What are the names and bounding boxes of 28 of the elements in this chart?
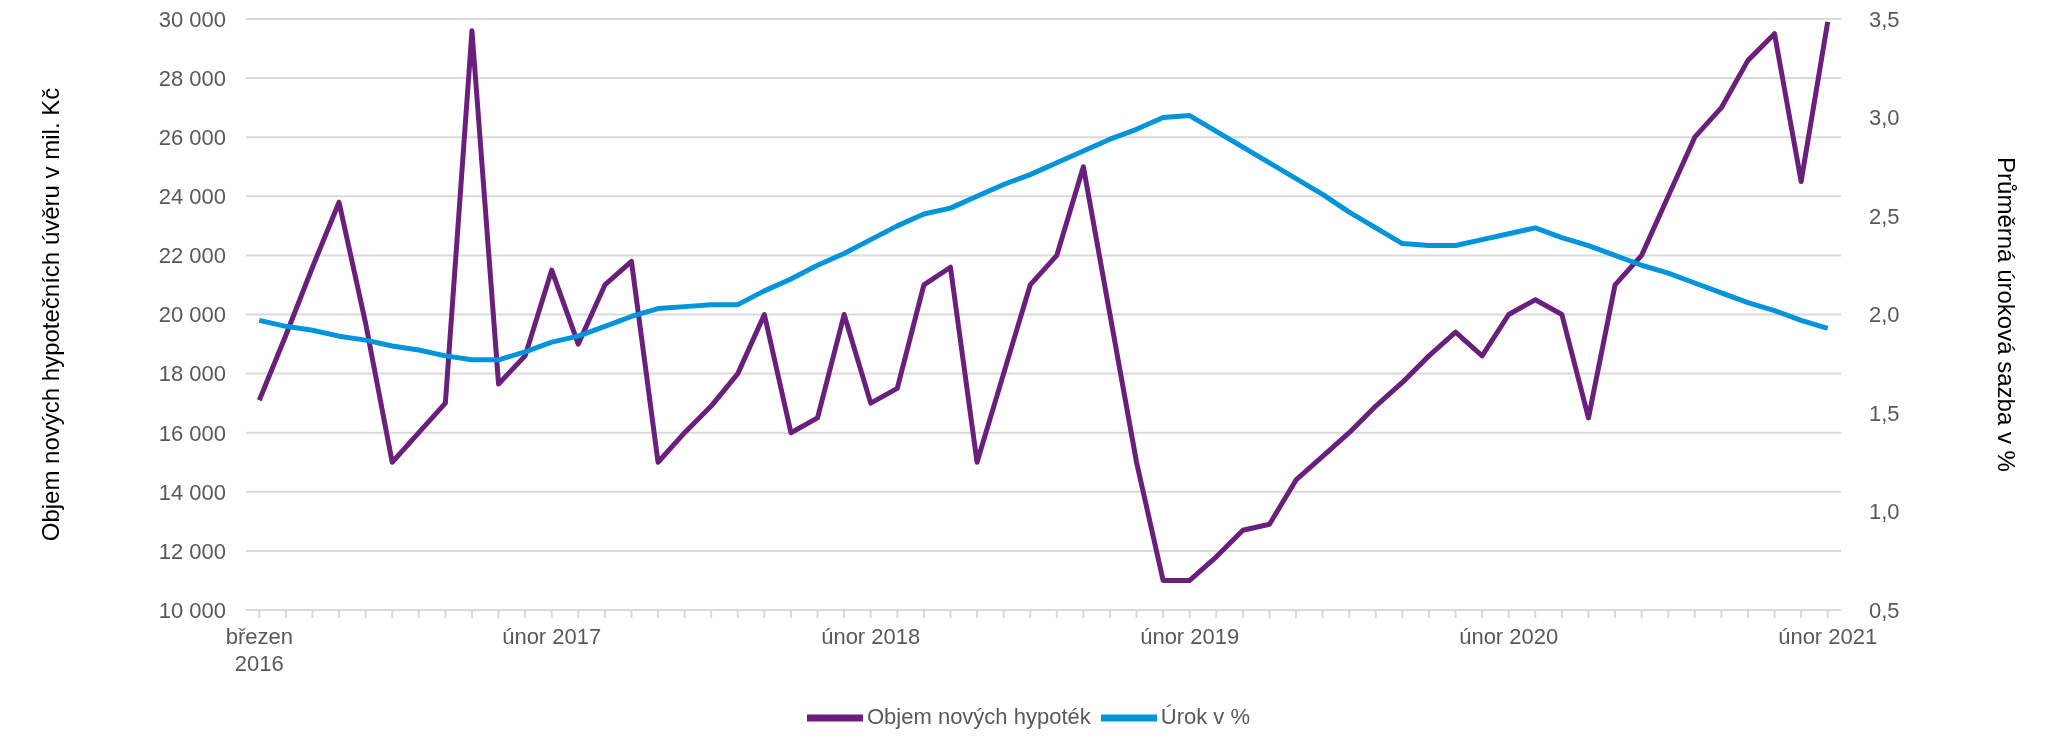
y2-tick-label: 3,0 <box>1869 105 1900 131</box>
y-tick-label: 30 000 <box>158 6 226 32</box>
y2-tick-label: 0,5 <box>1869 597 1900 623</box>
x-tick-label: únor 2017 <box>502 624 602 649</box>
y-tick-label: 14 000 <box>158 479 226 505</box>
y2-tick-label: 1,5 <box>1869 400 1900 426</box>
y2-tick-label: 2,0 <box>1869 302 1900 328</box>
y-tick-label: 22 000 <box>158 243 226 269</box>
x-tick-label: březen 2016 <box>225 624 293 676</box>
y2-tick-label: 2,5 <box>1869 203 1900 229</box>
y2-axis-title: Průměrná úroková sazba v % <box>1993 157 2021 472</box>
x-tick-label: únor 2021 <box>1778 624 1878 649</box>
legend-label: Úrok v % <box>1160 703 1251 729</box>
y-tick-label: 28 000 <box>158 65 226 91</box>
y-tick-label: 10 000 <box>158 597 226 623</box>
y-tick-label: 12 000 <box>158 538 226 564</box>
y-tick-label: 18 000 <box>158 361 226 387</box>
x-tick-label: únor 2019 <box>1140 624 1240 649</box>
x-tick-label: únor 2020 <box>1459 624 1559 649</box>
y-tick-label: 26 000 <box>158 125 226 151</box>
y-tick-label: 16 000 <box>158 420 226 446</box>
y-tick-label: 24 000 <box>158 184 226 210</box>
legend-label: Objem nových hypoték <box>866 703 1091 729</box>
y-tick-label: 20 000 <box>158 302 226 328</box>
y-axis-title: Objem nových hypotečních úvěru v mil. Kč <box>36 87 64 542</box>
y2-tick-label: 1,0 <box>1869 499 1900 525</box>
y2-tick-label: 3,5 <box>1869 6 1900 32</box>
x-tick-label: únor 2018 <box>821 624 921 649</box>
